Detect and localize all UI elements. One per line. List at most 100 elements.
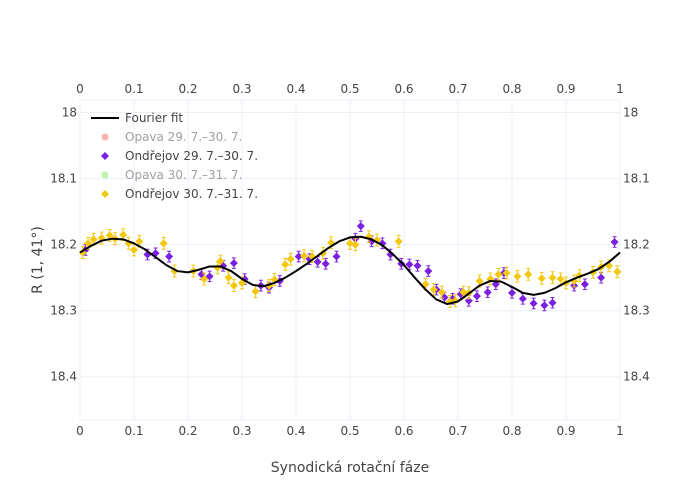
x-tick-label-top: 0.8 xyxy=(502,82,521,96)
data-point-diamond xyxy=(529,299,538,308)
data-point-diamond xyxy=(159,239,168,248)
x-tick-label-bottom: 0.2 xyxy=(178,424,197,438)
data-point-diamond xyxy=(332,252,341,261)
data-point-diamond xyxy=(483,288,492,297)
data-point-diamond xyxy=(597,273,606,282)
axes xyxy=(80,99,621,421)
x-tick-label-top: 0.1 xyxy=(124,82,143,96)
legend-diamond-swatch xyxy=(101,152,109,160)
data-point-diamond xyxy=(580,280,589,289)
data-point-diamond xyxy=(508,288,516,297)
x-tick-label-bottom: 0.7 xyxy=(448,424,467,438)
data-point-diamond xyxy=(321,259,330,268)
y-tick-label-left: 18.1 xyxy=(50,172,77,186)
y-tick-label-left: 18.4 xyxy=(50,370,77,384)
x-tick-label-bottom: 0.9 xyxy=(556,424,575,438)
x-tick-label-bottom: 0.6 xyxy=(394,424,413,438)
data-point-diamond xyxy=(89,235,98,244)
x-tick-label-bottom: 1 xyxy=(616,424,624,438)
x-tick-label-top: 0 xyxy=(76,82,84,96)
data-point-diamond xyxy=(224,273,233,282)
data-point-diamond xyxy=(537,274,546,283)
x-tick-label-top: 0.5 xyxy=(340,82,359,96)
y-tick-label-right: 18.2 xyxy=(623,238,650,252)
data-point-diamond xyxy=(356,222,365,231)
x-tick-label-top: 0.4 xyxy=(286,82,305,96)
data-point-diamond xyxy=(200,274,209,283)
data-point-diamond xyxy=(518,294,527,303)
x-tick-label-top: 0.7 xyxy=(448,82,467,96)
x-axis-label: Synodická rotační fáze xyxy=(271,460,429,476)
y-tick-label-right: 18 xyxy=(623,106,638,120)
data-point-diamond xyxy=(513,272,522,281)
x-tick-label-top: 0.2 xyxy=(178,82,197,96)
x-tick-label-bottom: 0.3 xyxy=(232,424,251,438)
data-point-diamond xyxy=(346,239,354,248)
data-point-diamond xyxy=(386,250,395,259)
data-point-diamond xyxy=(286,255,295,264)
x-tick-label-top: 0.9 xyxy=(556,82,575,96)
data-point-diamond xyxy=(502,269,511,278)
data-point-diamond xyxy=(229,281,238,290)
data-point-diamond xyxy=(548,298,557,307)
data-point-diamond xyxy=(313,257,322,266)
x-tick-label-bottom: 0.5 xyxy=(340,424,359,438)
legend-label: Opava 30. 7.–31. 7. xyxy=(125,168,242,182)
y-tick-label-right: 18.4 xyxy=(623,370,650,384)
data-point-diamond xyxy=(429,285,438,294)
legend-circle-swatch xyxy=(101,171,109,179)
legend-item[interactable]: Opava 30. 7.–31. 7. xyxy=(101,168,243,182)
fourier-fit-line xyxy=(79,235,621,306)
data-point-diamond xyxy=(135,237,144,246)
data-point-diamond xyxy=(413,261,422,270)
data-point-diamond xyxy=(294,252,303,261)
legend-label: Opava 29. 7.–30. 7. xyxy=(125,130,242,144)
legend-item[interactable]: Ondřejov 30. 7.–31. 7. xyxy=(101,187,258,201)
legend-circle-swatch xyxy=(101,133,109,141)
data-point-diamond xyxy=(130,245,138,254)
x-tick-label-bottom: 0.1 xyxy=(124,424,143,438)
data-point-diamond xyxy=(424,267,433,276)
data-point-diamond xyxy=(556,274,565,283)
data-point-diamond xyxy=(524,270,533,279)
data-point-diamond xyxy=(281,260,290,269)
x-tick-label-top: 1 xyxy=(616,82,624,96)
y-tick-label-left: 18.2 xyxy=(50,238,77,252)
legend[interactable]: Fourier fit Opava 29. 7.–30. 7. Ondřejov 2… xyxy=(91,111,258,201)
legend-diamond-swatch xyxy=(101,190,109,198)
data-points-layer xyxy=(78,220,622,312)
y-tick-label-left: 18 xyxy=(62,106,77,120)
y-axis-label: R (1, 41°) xyxy=(30,226,46,294)
y-tick-label-left: 18.3 xyxy=(50,304,77,318)
data-point-diamond xyxy=(105,231,114,240)
data-point-diamond xyxy=(351,240,360,249)
legend-item[interactable]: Fourier fit xyxy=(91,111,183,125)
data-point-diamond xyxy=(494,270,503,279)
data-point-diamond xyxy=(251,287,260,296)
data-point-diamond xyxy=(165,252,174,261)
data-point-diamond xyxy=(459,288,468,297)
data-point-diamond xyxy=(119,230,128,239)
data-point-diamond xyxy=(475,276,484,285)
x-tick-label-bottom: 0 xyxy=(76,424,84,438)
data-point-diamond xyxy=(610,238,619,247)
data-point-diamond xyxy=(548,273,557,282)
fit-curve-layer xyxy=(79,235,621,306)
legend-label: Ondřejov 30. 7.–31. 7. xyxy=(125,187,258,201)
data-point-diamond xyxy=(216,257,225,266)
legend-item[interactable]: Opava 29. 7.–30. 7. xyxy=(101,130,243,144)
legend-item[interactable]: Ondřejov 29. 7.–30. 7. xyxy=(101,149,258,163)
y-tick-label-right: 18.1 xyxy=(623,172,650,186)
data-point-diamond xyxy=(300,251,309,260)
data-point-diamond xyxy=(472,292,481,301)
data-point-diamond xyxy=(394,237,403,246)
x-tick-label-bottom: 0.4 xyxy=(286,424,305,438)
x-tick-label-top: 0.3 xyxy=(232,82,251,96)
data-point-diamond xyxy=(205,272,214,281)
legend-label: Fourier fit xyxy=(125,111,183,125)
data-point-diamond xyxy=(437,288,446,297)
x-tick-label-bottom: 0.8 xyxy=(502,424,521,438)
data-point-diamond xyxy=(613,267,622,276)
data-point-diamond xyxy=(405,260,414,269)
